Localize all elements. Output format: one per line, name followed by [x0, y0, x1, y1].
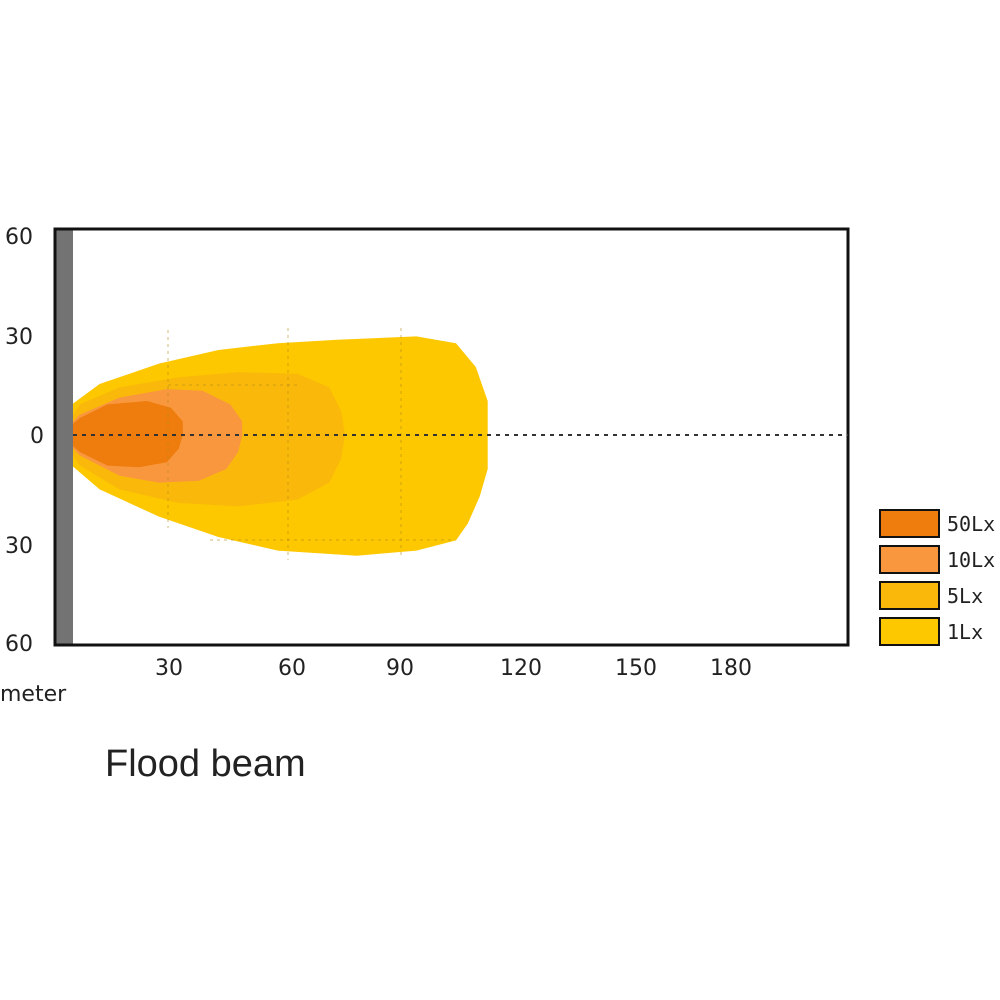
- x-tick-label: 90: [386, 656, 414, 681]
- x-tick-label: 60: [278, 656, 306, 681]
- plot-guides: [167, 328, 455, 560]
- legend-label-5lx: 5Lx: [947, 584, 983, 608]
- plot-frame: [53, 227, 850, 647]
- legend-swatch-10lx: [879, 545, 940, 574]
- legend-swatch-50lx: [879, 509, 940, 538]
- legend: 50Lx 10Lx 5Lx 1Lx: [879, 509, 995, 646]
- legend-label-1lx: 1Lx: [947, 620, 983, 644]
- x-tick-label: 180: [710, 656, 752, 681]
- chart-title: Flood beam: [105, 743, 306, 785]
- x-tick-label: 30: [155, 656, 183, 681]
- legend-label-10lx: 10Lx: [947, 548, 995, 572]
- y-tick-label: 60: [5, 225, 33, 250]
- legend-label-50lx: 50Lx: [947, 512, 995, 536]
- legend-swatch-1lx: [879, 617, 940, 646]
- x-axis-unit-label: meter: [0, 682, 67, 707]
- light-source-bar: [55, 229, 73, 645]
- y-tick-label: 30: [5, 534, 33, 559]
- x-tick-label: 150: [615, 656, 657, 681]
- legend-swatch-5lx: [879, 581, 940, 610]
- x-tick-label: 120: [500, 656, 542, 681]
- beam-areas: [60, 336, 488, 556]
- y-tick-label: 60: [5, 632, 33, 657]
- y-tick-label: 30: [5, 325, 33, 350]
- y-tick-label: 0: [30, 424, 44, 449]
